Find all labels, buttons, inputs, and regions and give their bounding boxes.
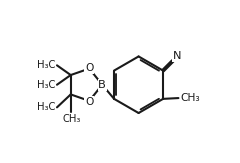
- Text: O: O: [85, 97, 94, 107]
- Text: H₃C: H₃C: [37, 102, 55, 112]
- Text: N: N: [173, 51, 182, 61]
- Text: CH₃: CH₃: [62, 114, 81, 124]
- Text: O: O: [85, 63, 94, 73]
- Text: H₃C: H₃C: [37, 80, 55, 90]
- Text: B: B: [98, 80, 106, 90]
- Text: CH₃: CH₃: [180, 93, 200, 103]
- Text: H₃C: H₃C: [37, 60, 55, 70]
